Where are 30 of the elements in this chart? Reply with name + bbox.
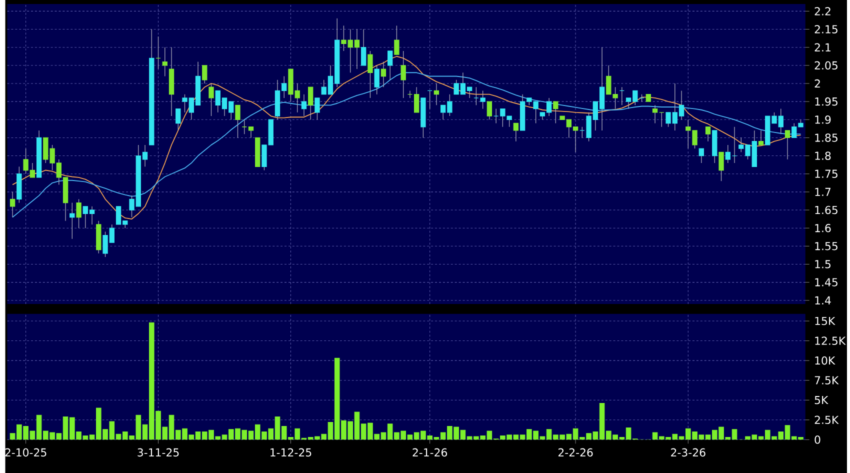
y-tick-label: 15K	[815, 316, 836, 325]
x-tick-label: 2-10-25	[5, 448, 46, 456]
y-tick-label: 2.1	[814, 43, 830, 52]
y-tick-label: 10K	[815, 356, 836, 365]
y-tick-label: 1.6	[815, 224, 831, 232]
y-tick-label: 2.2	[814, 6, 830, 16]
y-tick-label: 1.9	[815, 115, 831, 124]
y-tick-label: 2.05	[814, 61, 838, 70]
y-tick-label: 1.55	[815, 242, 838, 250]
x-tick-label: 3-11-25	[138, 448, 179, 456]
x-tick-label: 2-1-26	[412, 448, 448, 456]
y-tick-label: 1.95	[815, 97, 838, 106]
y-tick-label: 1.85	[815, 133, 838, 142]
y-tick-label: 1.75	[815, 170, 838, 178]
x-tick-label: 1-12-25	[270, 448, 312, 456]
y-tick-label: 2.5K	[814, 416, 839, 424]
x-tick-label: 2-2-26	[558, 448, 593, 456]
y-tick-label: 1.65	[815, 206, 838, 214]
y-tick-label: 1.7	[815, 188, 830, 196]
x-tick-label: 2-3-26	[671, 448, 706, 456]
y-tick-label: 1.45	[815, 278, 838, 286]
y-tick-label: 1.5	[815, 260, 830, 268]
y-tick-label: 12.5K	[815, 336, 846, 345]
y-tick-label: 1.8	[815, 151, 831, 160]
y-tick-label: 2.15	[814, 24, 838, 34]
y-tick-label: 2	[814, 79, 820, 88]
y-tick-label: 1.4	[815, 296, 831, 304]
y-tick-label: 7.5K	[814, 376, 839, 384]
y-tick-label: 0	[814, 435, 820, 444]
y-tick-label: 5K	[814, 396, 828, 404]
